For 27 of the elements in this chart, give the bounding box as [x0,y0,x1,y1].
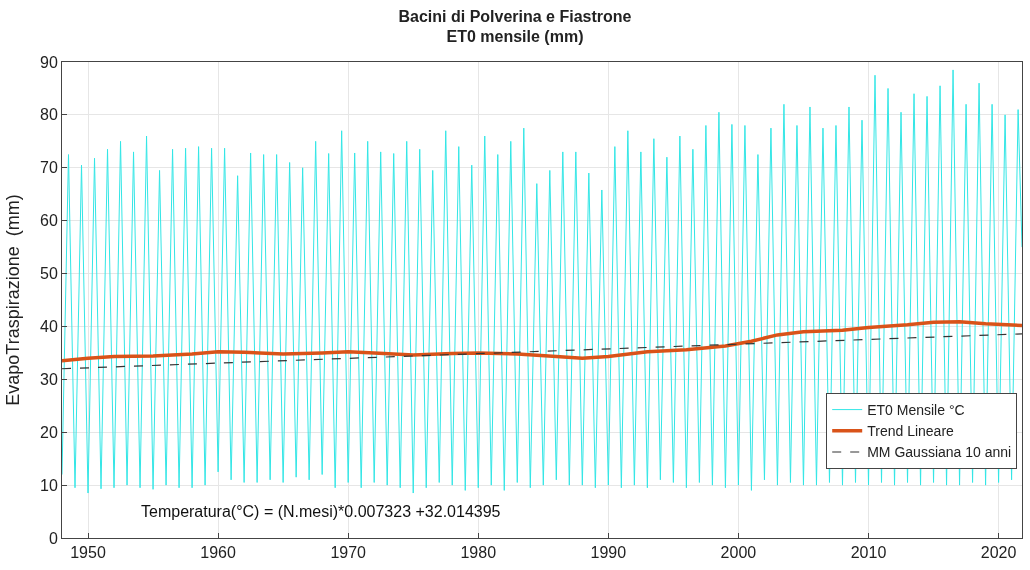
chart-subtitle: ET0 mensile (mm) [446,28,584,46]
y-tick-label: 0 [48,529,58,547]
x-tick-label: 1960 [200,544,236,562]
y-axis-title: EvapoTraspirazione (mm) [3,194,24,406]
y-tick-label: 20 [40,423,58,441]
x-tick-label: 1980 [460,544,497,562]
x-tick-label: 1990 [590,544,627,562]
x-tick-label: 2020 [980,544,1017,562]
y-tick-label: 50 [40,265,58,283]
x-tick-label: 2010 [850,544,887,562]
legend-label: ET0 Mensile °C [867,402,965,419]
x-tick-label: 1970 [330,544,367,562]
y-tick-label: 80 [40,106,58,124]
legend-label: Trend Lineare [867,423,955,440]
line-series [62,69,1022,494]
line-series [62,319,1022,363]
x-tick-label: 2000 [720,544,757,562]
y-tick-label: 70 [40,159,58,177]
y-tick-label: 60 [40,212,58,230]
legend-label: MM Gaussiana 10 anni [867,444,1012,461]
y-tick-label: 30 [40,370,58,388]
y-tick-label: 10 [40,476,58,494]
annotation: Temperatura(°C) = (N.mesi)*0.007323 +32.014395 [141,503,501,520]
y-tick-label: 40 [40,318,58,336]
x-tick-label: 1950 [70,544,106,562]
y-tick-label: 90 [40,53,58,71]
chart-title: Bacini di Polverina e Fiastrone [398,7,632,25]
